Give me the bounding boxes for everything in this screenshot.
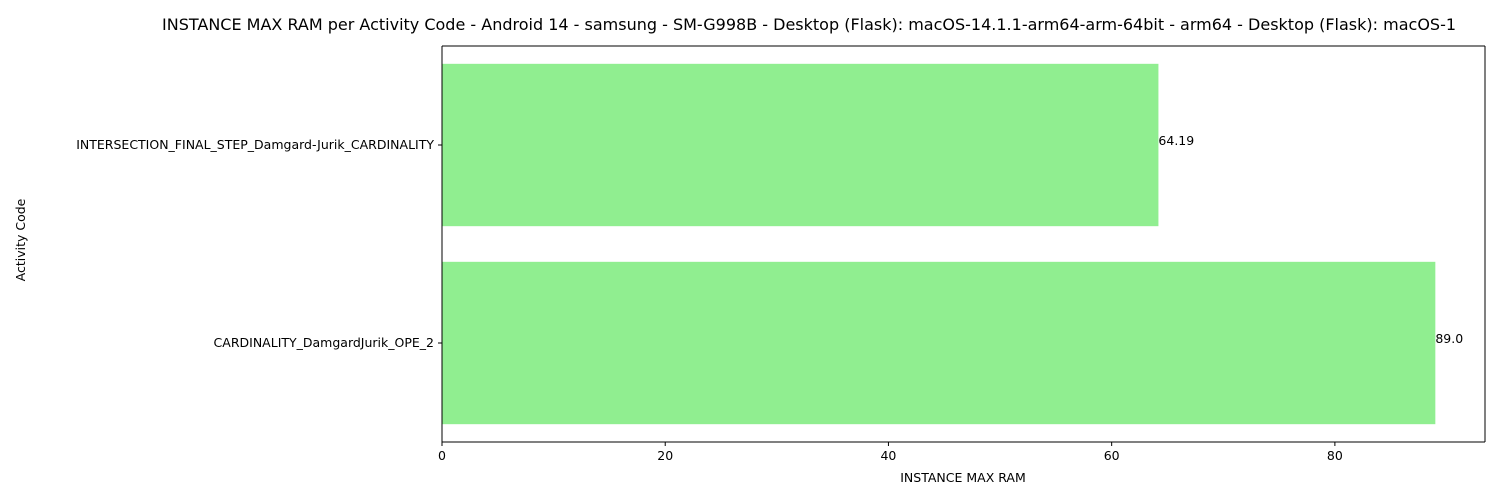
x-tick-label: 80 — [1327, 448, 1343, 463]
x-ticks: 0 20 40 60 80 — [438, 442, 1343, 463]
y-tick-labels: INTERSECTION_FINAL_STEP_Damgard-Jurik_CA… — [76, 137, 442, 350]
x-tick-label: 40 — [880, 448, 896, 463]
data-label: 64.19 — [1158, 133, 1194, 148]
y-axis-label: Activity Code — [13, 198, 28, 281]
x-tick-label: 60 — [1104, 448, 1120, 463]
bar — [442, 63, 1159, 227]
chart-title: INSTANCE MAX RAM per Activity Code - And… — [162, 15, 1456, 34]
data-label: 89.0 — [1435, 331, 1463, 346]
y-tick-label: INTERSECTION_FINAL_STEP_Damgard-Jurik_CA… — [76, 137, 434, 152]
x-tick-label: 20 — [657, 448, 673, 463]
x-tick-label: 0 — [438, 448, 446, 463]
bar — [442, 261, 1436, 425]
bars-group — [442, 63, 1436, 425]
y-tick-label: CARDINALITY_DamgardJurik_OPE_2 — [214, 335, 434, 350]
x-axis-label: INSTANCE MAX RAM — [900, 470, 1026, 485]
data-labels: 64.19 89.0 — [1158, 133, 1463, 346]
